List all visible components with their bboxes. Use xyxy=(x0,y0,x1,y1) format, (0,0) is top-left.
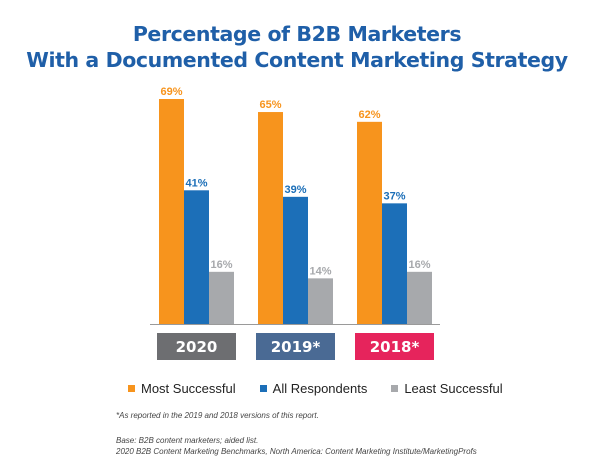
asterisk-footnote: *As reported in the 2019 and 2018 versio… xyxy=(116,411,319,420)
legend-label-least-successful: Least Successful xyxy=(404,381,503,396)
legend-item-all-respondents: All Respondents xyxy=(259,381,368,396)
legend-swatch-most-successful xyxy=(128,385,135,392)
data-label-least-successful-2018: 16% xyxy=(408,259,430,271)
legend-item-most-successful: Most Successful xyxy=(128,381,236,396)
bar-most-successful-2019 xyxy=(258,112,283,324)
chart-title-line-2: With a Documented Content Marketing Stra… xyxy=(26,48,568,72)
source-footnote: 2020 B2B Content Marketing Benchmarks, N… xyxy=(116,447,477,456)
category-label-2019: 2019* xyxy=(271,338,321,356)
bar-most-successful-2020 xyxy=(159,99,184,324)
data-label-all-respondents-2018: 37% xyxy=(383,190,405,202)
bar-all-respondents-2019 xyxy=(283,196,308,324)
data-label-all-respondents-2019: 39% xyxy=(284,184,306,196)
legend-swatch-least-successful xyxy=(391,385,399,392)
data-label-least-successful-2020: 16% xyxy=(210,259,232,271)
bar-chart: 69% 41% 16% 2020 65% 39% 14% 2019* 62% 37% 16% 2018… xyxy=(150,86,440,360)
bar-least-successful-2020 xyxy=(209,271,234,324)
category-label-2018: 2018* xyxy=(370,338,420,356)
base-footnote: Base: B2B content marketers; aided list. xyxy=(116,436,259,445)
category-label-2020: 2020 xyxy=(176,338,218,356)
legend-label-all-respondents: All Respondents xyxy=(272,381,368,396)
category-box-2019 xyxy=(256,333,335,360)
legend-item-least-successful: Least Successful xyxy=(391,381,503,396)
legend-swatch-all-respondents xyxy=(259,385,267,392)
bar-most-successful-2018 xyxy=(357,121,382,325)
data-label-most-successful-2019: 65% xyxy=(259,99,281,111)
category-box-2020 xyxy=(157,333,236,360)
data-label-most-successful-2020: 69% xyxy=(160,86,182,98)
bar-least-successful-2019 xyxy=(308,278,333,324)
data-label-most-successful-2018: 62% xyxy=(358,109,380,121)
data-label-least-successful-2019: 14% xyxy=(309,265,331,277)
chart-legend: Most Successful All Respondents Least Su… xyxy=(128,381,503,396)
legend-label-most-successful: Most Successful xyxy=(141,381,236,396)
bar-all-respondents-2020 xyxy=(184,190,209,324)
data-label-all-respondents-2020: 41% xyxy=(185,177,207,189)
category-box-2018 xyxy=(355,333,434,360)
bar-all-respondents-2018 xyxy=(382,203,407,324)
bar-least-successful-2018 xyxy=(407,271,432,324)
chart-title-line-1: Percentage of B2B Marketers xyxy=(132,22,462,46)
